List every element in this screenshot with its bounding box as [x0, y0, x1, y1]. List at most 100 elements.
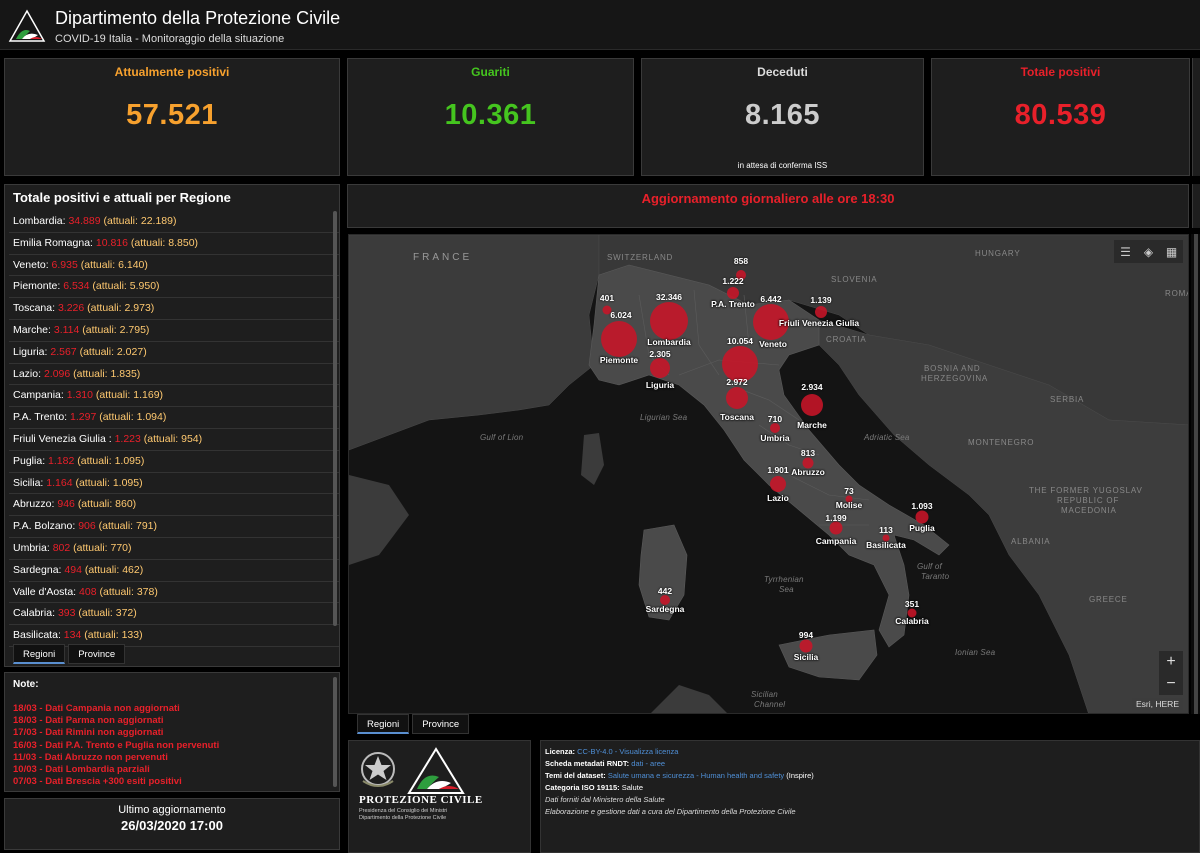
map-bubble-trento[interactable]: [727, 287, 739, 299]
last-update-panel: Ultimo aggiornamento 26/03/2020 17:00: [4, 798, 340, 850]
map-bubble-value: 1.222: [722, 276, 744, 286]
map-bubble-calabria[interactable]: [907, 608, 917, 618]
map-label: CROATIA: [826, 335, 867, 344]
map-bubble-value: 401: [599, 293, 615, 303]
region-row[interactable]: P.A. Bolzano: 906 (attuali: 791): [9, 516, 339, 538]
kpi-value: 8.165: [744, 99, 821, 131]
map-attribution[interactable]: Esri, HERE: [1132, 698, 1183, 710]
zoom-in-button[interactable]: +: [1166, 653, 1176, 670]
map-bubble-molise[interactable]: [845, 495, 853, 503]
map-bubble-name: Piemonte: [599, 355, 639, 365]
region-row[interactable]: Piemonte: 6.534 (attuali: 5.950): [9, 276, 339, 299]
kpi-card-deceduti: Deceduti 8.165 in attesa di conferma ISS: [641, 58, 924, 176]
note-item: 17/03 - Dati Rimini non aggiornati: [13, 727, 164, 739]
map-view[interactable]: FRANCE SWITZERLAND HUNGARY SLOVENIA CROA…: [348, 234, 1189, 714]
region-row[interactable]: Umbria: 802 (attuali: 770): [9, 538, 339, 560]
region-row[interactable]: Liguria: 2.567 (attuali: 2.027): [9, 342, 339, 364]
map-bubble-campania[interactable]: [829, 521, 843, 535]
region-row[interactable]: Emilia Romagna: 10.816 (attuali: 8.850): [9, 233, 339, 255]
kpi-value: 80.539: [1014, 99, 1107, 131]
region-row[interactable]: Toscana: 3.226 (attuali: 2.973): [9, 298, 339, 320]
region-row[interactable]: Veneto: 6.935 (attuali: 6.140): [9, 255, 339, 277]
map-label: Gulf of: [917, 562, 942, 571]
map-bubble-value: 994: [798, 630, 814, 640]
map-bubble-name: Toscana: [720, 412, 754, 422]
region-current: (attuali: 791): [98, 520, 158, 533]
notes-scrollbar[interactable]: [333, 677, 337, 787]
region-name: Abruzzo:: [13, 498, 55, 511]
region-row[interactable]: Friuli Venezia Giulia : 1.223 (attuali: …: [9, 429, 339, 451]
map-bubble-value: 858: [733, 256, 749, 266]
map-bubble-name: Abruzzo: [791, 467, 825, 477]
region-total: 3.226: [57, 302, 85, 315]
basemap-gallery-icon[interactable]: ▦: [1165, 244, 1178, 259]
region-row[interactable]: Puglia: 1.182 (attuali: 1.095): [9, 451, 339, 473]
logo-subtitle-line: Presidenza del Consiglio dei Ministri: [359, 808, 448, 814]
region-row[interactable]: Basilicata: 134 (attuali: 133): [9, 625, 339, 647]
legend-icon[interactable]: ☰: [1120, 244, 1131, 259]
region-row[interactable]: Calabria: 393 (attuali: 372): [9, 603, 339, 626]
region-current: (attuali: 2.795): [82, 323, 150, 336]
page-scrollbar[interactable]: [1191, 234, 1200, 714]
metadata-dati-link[interactable]: dati: [631, 759, 644, 768]
map-bubble-lombardia[interactable]: [650, 302, 688, 340]
map-bubble-basilicata[interactable]: [882, 534, 890, 542]
kpi-label: Deceduti: [757, 65, 808, 79]
map-bubble-liguria[interactable]: [650, 358, 670, 378]
region-current: (attuali: 954): [143, 432, 203, 445]
region-row[interactable]: Sardegna: 494 (attuali: 462): [9, 560, 339, 582]
tab-regioni[interactable]: Regioni: [13, 644, 66, 664]
map-bubble-marche[interactable]: [801, 394, 823, 416]
region-total: 134: [63, 629, 82, 642]
map-bubble-sicilia[interactable]: [799, 639, 813, 653]
region-row[interactable]: Lazio: 2.096 (attuali: 1.835): [9, 364, 339, 386]
layers-icon[interactable]: ◈: [1143, 244, 1154, 259]
tab-province[interactable]: Province: [68, 644, 126, 664]
region-current: (attuali: 1.095): [75, 476, 143, 489]
map-bubble-sardegna[interactable]: [660, 595, 670, 605]
region-total: 6.935: [51, 258, 78, 271]
map-bubble-lazio[interactable]: [770, 476, 786, 492]
protezione-civile-emblem-icon: [407, 747, 465, 794]
map-bubble-puglia[interactable]: [915, 510, 929, 524]
note-item: 18/03 - Dati Parma non aggiornati: [13, 715, 164, 727]
map-bubble-friuli[interactable]: [815, 306, 827, 318]
map-bubble-name: Friuli Venezia Giulia: [778, 318, 860, 328]
map-bubble-piemonte[interactable]: [601, 321, 637, 357]
region-name: Umbria:: [13, 541, 50, 554]
region-row[interactable]: Sicilia: 1.164 (attuali: 1.095): [9, 473, 339, 495]
view-license-link[interactable]: Visualizza licenza: [619, 747, 679, 756]
map-label: SLOVENIA: [831, 275, 878, 284]
zoom-control: + −: [1159, 651, 1183, 695]
right-edge-panel: [1192, 58, 1200, 176]
region-row[interactable]: P.A. Trento: 1.297 (attuali: 1.094): [9, 407, 339, 429]
license-link[interactable]: CC-BY-4.0: [577, 747, 613, 756]
map-bubble-veneto[interactable]: [753, 304, 789, 340]
map-bubble-value: 442: [657, 586, 673, 596]
region-current: (attuali: 2.973): [87, 302, 155, 315]
map-tab-regioni[interactable]: Regioni: [357, 714, 410, 734]
note-item: 10/03 - Dati Lombardia parziali: [13, 764, 150, 776]
zoom-out-button[interactable]: −: [1166, 675, 1176, 692]
metadata-aree-link[interactable]: aree: [650, 759, 666, 768]
regions-scrollbar[interactable]: [333, 211, 337, 626]
region-total: 1.182: [48, 454, 75, 467]
map-bubble-valle-aosta[interactable]: [602, 305, 612, 315]
region-row[interactable]: Marche: 3.114 (attuali: 2.795): [9, 320, 339, 342]
map-tab-province[interactable]: Province: [412, 714, 470, 734]
map-bubble-bolzano[interactable]: [736, 270, 746, 280]
map-label: ALBANIA: [1011, 537, 1051, 546]
map-tabs: Regioni Province: [357, 714, 470, 734]
map-bubble-toscana[interactable]: [726, 387, 748, 409]
map-bubble-emilia-romagna[interactable]: [722, 346, 758, 382]
region-name: Toscana:: [13, 302, 56, 315]
notes-panel: Note: 18/03 - Dati Campania non aggiorna…: [4, 672, 340, 792]
region-row[interactable]: Campania: 1.310 (attuali: 1.169): [9, 385, 339, 408]
region-row[interactable]: Lombardia: 34.889 (attuali: 22.189): [9, 211, 339, 233]
license-panel: Licenza: CC-BY-4.0 - Visualizza licenza …: [540, 740, 1200, 853]
map-bubble-abruzzo[interactable]: [802, 457, 814, 469]
map-bubble-umbria[interactable]: [770, 423, 780, 433]
region-row[interactable]: Valle d'Aosta: 408 (attuali: 378): [9, 582, 339, 604]
themes-link[interactable]: Salute umana e sicurezza - Human health …: [607, 771, 785, 780]
region-row[interactable]: Abruzzo: 946 (attuali: 860): [9, 494, 339, 517]
